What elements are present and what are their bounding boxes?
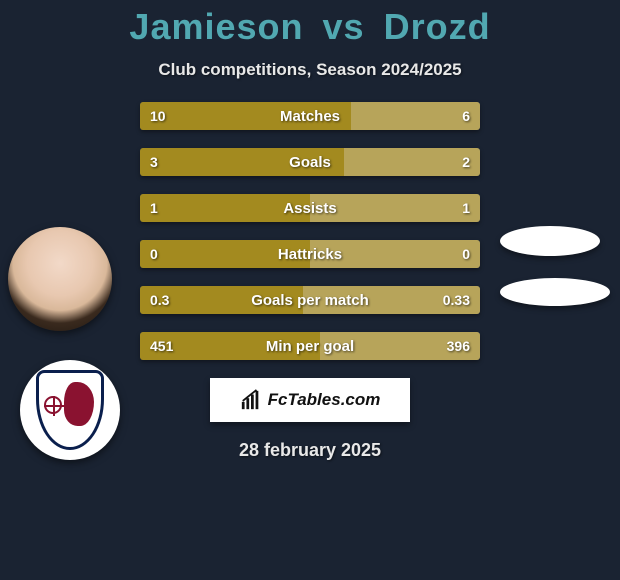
stat-value-left: 10: [150, 102, 166, 130]
page-title: Jamieson vs Drozd: [0, 0, 620, 48]
player2-avatar-placeholder-icon: [500, 226, 600, 256]
title-player1: Jamieson: [129, 6, 303, 47]
brand-box: FcTables.com: [210, 378, 410, 422]
stat-row: Matches10 6: [140, 102, 480, 130]
stat-row: Min per goal451 396: [140, 332, 480, 360]
stat-value-left: 451: [150, 332, 173, 360]
stats-bars: Matches10 6 Goals3 2 Assists1 1 Hattricks0 0 Goa…: [140, 102, 480, 360]
stat-label: Assists: [140, 194, 480, 222]
stat-row: Goals3 2: [140, 148, 480, 176]
stat-label: Min per goal: [140, 332, 480, 360]
stat-value-left: 3: [150, 148, 158, 176]
comparison-content: Matches10 6 Goals3 2 Assists1 1 Hattricks0 0 Goa…: [0, 102, 620, 360]
brand-logo-icon: [240, 389, 262, 411]
player-avatar-icon: [8, 227, 112, 331]
stat-value-right: 2: [462, 148, 470, 176]
stat-row: Goals per match0.3 0.33: [140, 286, 480, 314]
club2-crest-placeholder-icon: [500, 278, 610, 306]
stat-value-left: 1: [150, 194, 158, 222]
stat-label: Matches: [140, 102, 480, 130]
brand-text: FcTables.com: [268, 390, 381, 410]
stat-label: Goals: [140, 148, 480, 176]
stat-value-right: 6: [462, 102, 470, 130]
club-crest-icon: [20, 360, 120, 460]
stat-value-right: 396: [447, 332, 470, 360]
title-player2: Drozd: [384, 6, 491, 47]
stat-row: Hattricks0 0: [140, 240, 480, 268]
stat-row: Assists1 1: [140, 194, 480, 222]
stat-value-left: 0.3: [150, 286, 169, 314]
stat-value-right: 0.33: [443, 286, 470, 314]
stat-label: Hattricks: [140, 240, 480, 268]
stat-value-left: 0: [150, 240, 158, 268]
stat-value-right: 1: [462, 194, 470, 222]
stat-value-right: 0: [462, 240, 470, 268]
stat-label: Goals per match: [140, 286, 480, 314]
subtitle: Club competitions, Season 2024/2025: [0, 60, 620, 80]
title-vs: vs: [323, 6, 365, 47]
